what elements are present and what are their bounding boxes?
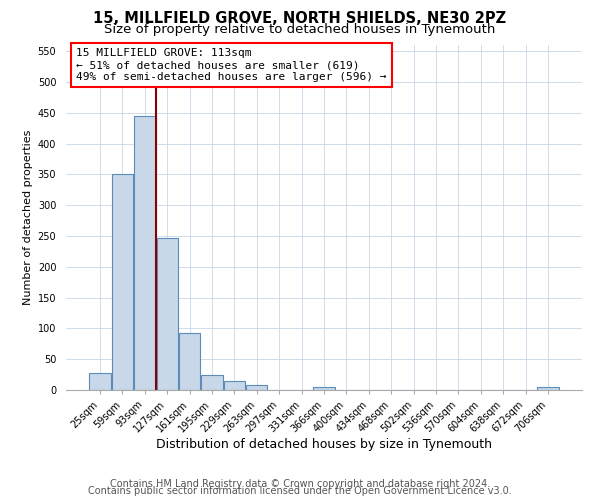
X-axis label: Distribution of detached houses by size in Tynemouth: Distribution of detached houses by size …: [156, 438, 492, 451]
Bar: [179, 332, 200, 390]
Bar: [112, 174, 133, 390]
Y-axis label: Number of detached properties: Number of detached properties: [23, 130, 34, 305]
Text: 15, MILLFIELD GROVE, NORTH SHIELDS, NE30 2PZ: 15, MILLFIELD GROVE, NORTH SHIELDS, NE30…: [94, 11, 506, 26]
Bar: [246, 385, 268, 390]
Bar: [202, 374, 223, 390]
Bar: [537, 387, 559, 390]
Bar: [134, 116, 155, 390]
Bar: [157, 238, 178, 390]
Text: Contains HM Land Registry data © Crown copyright and database right 2024.: Contains HM Land Registry data © Crown c…: [110, 479, 490, 489]
Text: 15 MILLFIELD GROVE: 113sqm
← 51% of detached houses are smaller (619)
49% of sem: 15 MILLFIELD GROVE: 113sqm ← 51% of deta…: [76, 48, 387, 82]
Text: Size of property relative to detached houses in Tynemouth: Size of property relative to detached ho…: [104, 22, 496, 36]
Bar: [89, 373, 111, 390]
Text: Contains public sector information licensed under the Open Government Licence v3: Contains public sector information licen…: [88, 486, 512, 496]
Bar: [313, 387, 335, 390]
Bar: [224, 381, 245, 390]
